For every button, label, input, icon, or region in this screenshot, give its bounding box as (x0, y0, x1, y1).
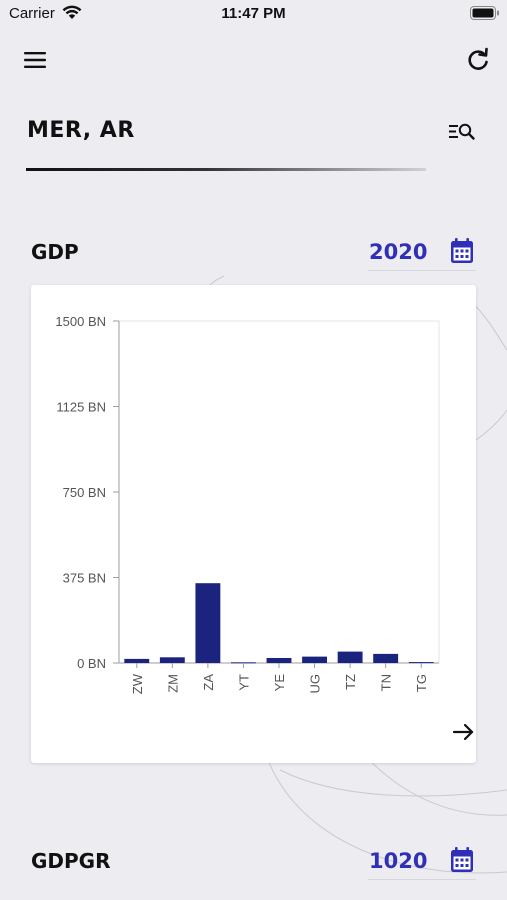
carrier-label: Carrier (9, 5, 55, 22)
wifi-icon (62, 5, 82, 19)
x-tick-label: TN (379, 674, 394, 691)
y-tick-label: 750 BN (63, 485, 106, 500)
bar-tz (337, 651, 363, 663)
refresh-button[interactable] (465, 47, 491, 73)
hamburger-menu-icon (24, 52, 46, 68)
x-tick-label: ZA (201, 674, 216, 691)
bar-tg (408, 662, 434, 664)
x-tick-label: ZM (165, 674, 180, 693)
x-tick-label: YT (236, 674, 251, 691)
gdp-chart-card: 0 BN 375 BN 750 BN 1125 BN 1500 BN ZW ZM ZA YT YE… (31, 285, 476, 763)
page-title: MER, AR (27, 118, 135, 143)
bar-tn (373, 653, 399, 663)
plot-frame (118, 320, 440, 664)
bar-ug (302, 656, 327, 663)
next-arrow-button[interactable] (451, 720, 477, 744)
search-filter-icon (449, 123, 475, 140)
y-tick-label: 1125 BN (56, 400, 106, 415)
title-underline (26, 168, 426, 171)
menu-button[interactable] (22, 49, 48, 71)
gdp-year-underline (368, 270, 476, 271)
y-tick-label: 375 BN (63, 571, 106, 586)
y-tick-label: 0 BN (77, 656, 106, 671)
gdpgr-calendar-button[interactable] (449, 846, 475, 874)
bar-za (195, 583, 221, 663)
bar-ye (266, 657, 292, 663)
battery-icon (470, 6, 499, 20)
gdp-year-value[interactable]: 2020 (369, 240, 428, 264)
x-tick-label: YE (272, 674, 287, 692)
refresh-icon (468, 47, 488, 70)
gdp-calendar-button[interactable] (449, 237, 475, 265)
bar-zw (124, 658, 150, 663)
search-filter-button[interactable] (448, 121, 476, 143)
x-tick-label: UG (308, 674, 323, 694)
x-tick-label: TZ (343, 674, 358, 690)
bar-zm (159, 657, 185, 663)
arrow-right-icon (452, 723, 474, 741)
status-time: 11:47 PM (221, 5, 286, 22)
status-bar: Carrier 11:47 PM (0, 0, 507, 28)
section-title-gdpgr: GDPGR (31, 849, 111, 873)
gdp-bar-chart: 0 BN 375 BN 750 BN 1125 BN 1500 BN ZW ZM ZA YT YE… (55, 314, 440, 694)
y-tick-label: 1500 BN (55, 314, 106, 329)
section-title-gdp: GDP (31, 240, 79, 264)
calendar-icon (451, 847, 473, 872)
gdpgr-year-underline (368, 879, 476, 880)
x-tick-label: TG (414, 674, 429, 692)
calendar-icon (451, 238, 473, 263)
x-tick-label: ZW (130, 673, 145, 694)
bar-yt (231, 662, 256, 664)
gdpgr-year-value[interactable]: 1020 (369, 849, 428, 873)
